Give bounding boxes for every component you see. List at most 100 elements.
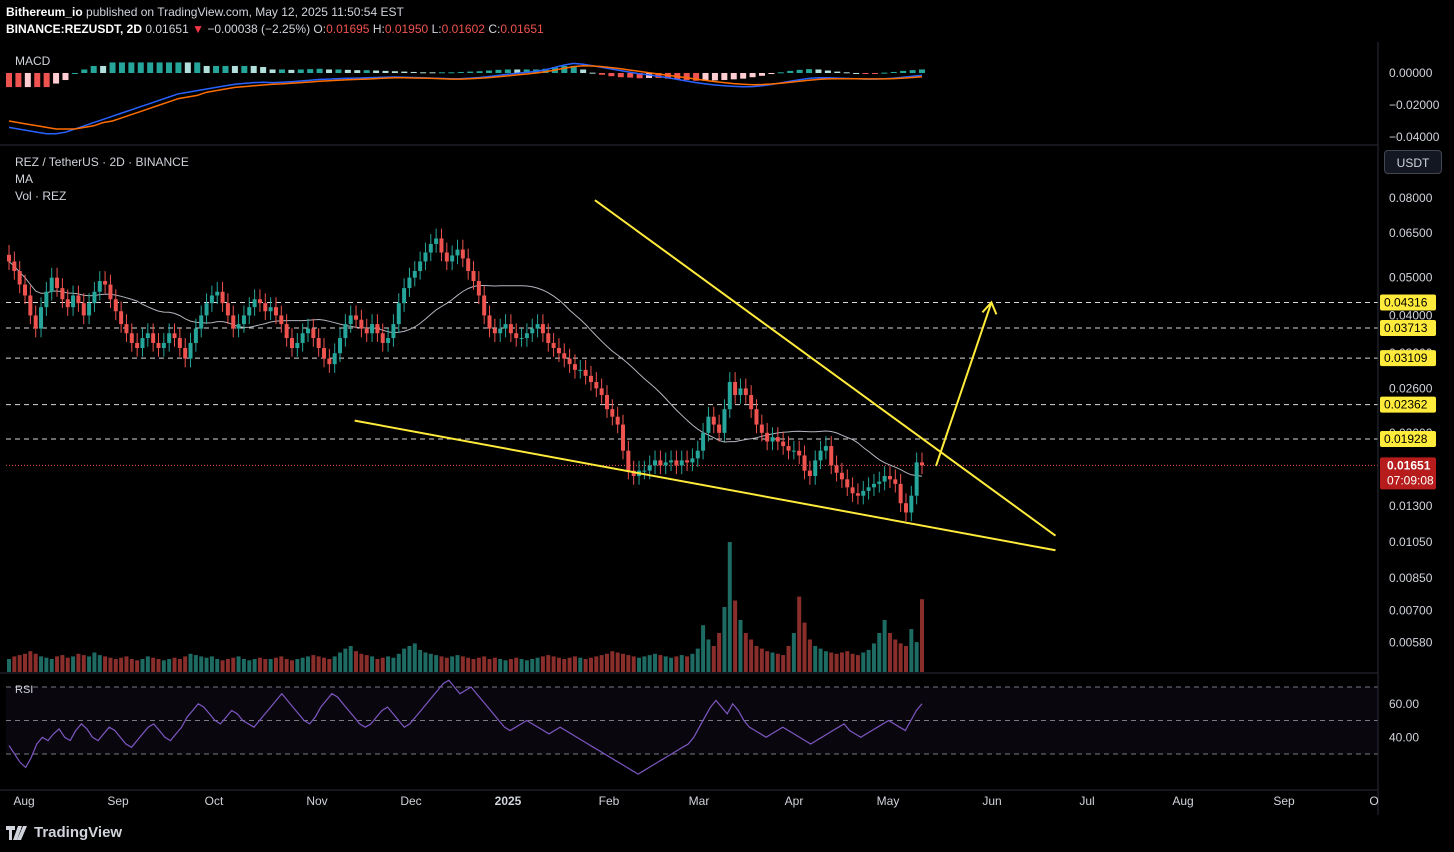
candle-body [257,299,262,304]
ohlc-close-label: C: [488,22,501,36]
candle-body [209,295,214,304]
candle-body [877,481,882,484]
volume-bar [460,656,465,672]
candle-body [231,315,236,329]
candle-body [295,342,300,349]
macd-histogram-bar [335,69,342,73]
macd-histogram-bar [81,69,88,73]
candle-body [722,409,727,433]
candle-body [161,342,166,349]
volume-bar [380,657,385,672]
volume-bar [898,643,903,672]
macd-label[interactable]: MACD [15,54,51,68]
candle-body [145,333,150,339]
volume-bar [727,542,732,672]
volume-bar [839,652,844,672]
chart-title[interactable]: REZ / TetherUS · 2D · BINANCE [15,155,189,169]
level-tag [1380,431,1436,448]
macd-histogram-bar [862,73,869,74]
macd-histogram-bar [175,62,182,73]
macd-histogram-bar [749,73,756,78]
time-tick-label: Oct [205,794,224,808]
volume-bar [76,653,81,672]
volume-bar [316,656,321,672]
volume-bar [236,656,241,672]
rsi-label[interactable]: RSI [15,684,34,696]
axes: 0.080000.065000.050000.040000.032000.026… [0,42,1440,815]
candle-body [289,338,294,349]
author-name[interactable]: Bithereum_io [6,5,83,19]
candle-body [119,311,124,325]
candle-body [743,388,748,396]
symbol-label[interactable]: BINANCE:REZUSDT, 2D [6,22,143,36]
candle-body [834,465,839,473]
level-tag-label: 0.03713 [1384,321,1428,335]
candle-body [717,424,722,433]
volume-bar [327,659,332,672]
macd-histogram-bar [420,72,427,74]
candle-body [39,307,44,329]
volume-bar [338,652,343,672]
candle-body [583,369,588,376]
candle-body [754,409,759,425]
currency-button[interactable]: USDT [1384,150,1442,174]
volume-bar [386,656,391,672]
tradingview-logo[interactable]: TradingView [6,824,122,841]
ohlc-high-label: H: [372,22,385,36]
volume-bar [439,656,444,672]
candle-body [177,338,182,349]
candle-body [813,460,818,477]
candle-body [765,432,770,442]
price-pane[interactable] [6,199,1378,672]
candle-body [514,333,519,339]
macd-histogram-bar [523,69,530,73]
volume-bar [183,656,188,672]
candle-body [450,255,455,262]
volume-bar [55,656,60,672]
macd-histogram-bar [890,71,897,73]
ma-label[interactable]: MA [15,172,33,186]
candle-body [418,261,423,271]
volume-bar [797,596,802,672]
candle-body [204,303,209,316]
macd-histogram-bar [580,69,587,73]
macd-histogram-bar [796,69,803,73]
candle-body [156,342,161,349]
volume-bar [305,656,310,672]
candle-body [914,462,919,496]
candle-body [679,460,684,466]
candle-body [610,409,615,417]
candle-body [268,307,273,312]
candle-body [551,342,556,349]
volume-bar [7,659,11,672]
candle-body [305,328,310,334]
macd-histogram-bar [109,62,116,73]
candle-body [562,353,567,359]
candle-body [466,258,471,271]
macd-histogram-bar [768,73,775,75]
volume-bar [588,657,593,672]
volume-bar [706,639,711,672]
candle-body [402,288,407,304]
candle-body [322,348,327,359]
candle-body [199,315,204,329]
level-tag-label: 0.03109 [1384,351,1428,365]
candle-body [519,338,524,340]
candle-body [540,324,545,334]
price-tick-label: 0.04000 [1389,308,1433,322]
macd-histogram-bar [250,65,257,73]
volume-bar [215,659,220,672]
volume-bar [348,646,353,672]
candle-body [364,328,369,334]
volume-bar [332,656,337,672]
volume-bar [220,660,225,672]
candle-body [524,333,529,339]
macd-tick-label: −0.02000 [1389,98,1440,112]
candle-body [60,288,65,300]
macd-histogram-bar [90,65,97,73]
volume-label[interactable]: Vol · REZ [15,189,67,203]
macd-histogram-bar [344,69,351,73]
ohlc-low-label: L: [431,22,442,36]
volume-bar [492,657,497,672]
